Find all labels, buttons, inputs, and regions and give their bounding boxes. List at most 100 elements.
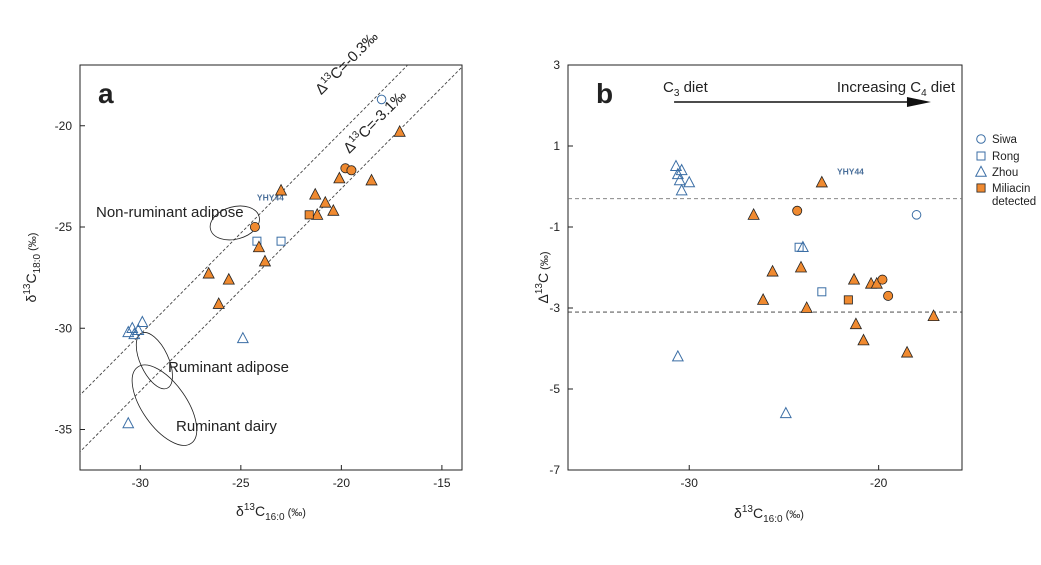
panel-b-c4-diet-label: Increasing C4 diet: [837, 79, 956, 99]
panel-a-region-ellipse: [131, 364, 198, 446]
panel-b-ytick-label: -3: [549, 301, 560, 315]
panel-a-frame: [79, 64, 463, 471]
panel-a-data-point: [376, 94, 387, 105]
panel-a-data-point: [258, 254, 272, 267]
panel-b-data-point: [847, 272, 861, 285]
panel-a-region-label: Ruminant adipose: [168, 359, 289, 376]
panel-b-ytick-label: 3: [553, 58, 560, 72]
panel-b-x-axis-label: δ13C16:0 (‰): [734, 504, 804, 525]
panel-b-xtick-label: -20: [870, 476, 888, 490]
panel-b-data-point: [794, 260, 808, 273]
panel-a-data-point: [252, 240, 266, 253]
panel-b-ytick-label: 1: [553, 139, 560, 153]
panel-a-region-ellipse: [209, 205, 260, 241]
panel-a-data-point: [276, 236, 286, 246]
panel-b-ytick-label: -1: [549, 220, 560, 234]
panel-a-data-point: [222, 272, 235, 285]
panel-b-diet-arrow-head: [906, 97, 931, 107]
panel-a-data-point: [212, 297, 225, 309]
panel-b-c3-diet-label: C3 diet: [663, 79, 709, 99]
panel-a-data-point: [122, 416, 135, 429]
panel-a-data-point: [346, 165, 357, 176]
panel-a-reference-line-label: Δ13C=-0.3‰: [311, 28, 381, 99]
panel-a-ytick-label: -20: [55, 119, 73, 133]
panel-b-data-point: [792, 205, 803, 216]
panel-a: -30 -25 -20 -15 -20 -25 -30 -35 δ13C16:0 (‰) δ13C…: [22, 28, 463, 523]
panel-b-data-point: [675, 163, 688, 176]
panel-b-data-point: [779, 406, 792, 419]
panel-a-data-point: [304, 210, 314, 220]
panel-b: -30 -20 3 1 -1 -3 -5 -7 δ13C16:0 (‰) Δ13C (‰) b C3 …: [534, 58, 1036, 525]
panel-a-region-label: Non-ruminant adipose: [96, 204, 244, 221]
panel-a-x-axis-label: δ13C16:0 (‰): [236, 502, 306, 523]
legend-label: Zhou: [992, 167, 1018, 179]
panel-b-data-point: [747, 207, 760, 220]
panel-b-data-point: [796, 240, 809, 253]
panel-b-data-point: [683, 175, 696, 188]
legend-label: Siwa: [992, 134, 1018, 146]
panel-b-xtick-label: -30: [681, 476, 699, 490]
panel-b-annotation: YHY44: [837, 166, 864, 176]
panel-a-xtick-label: -15: [433, 476, 451, 490]
panel-a-xtick-label: -30: [132, 476, 150, 490]
legend-marker-triangle: [974, 165, 988, 177]
legend-label: Rong: [992, 151, 1020, 163]
panel-a-data-point: [393, 124, 406, 137]
legend-marker-square: [976, 183, 986, 193]
panel-a-data-point: [274, 183, 288, 196]
panel-a-xtick-label: -20: [333, 476, 351, 490]
panel-b-data-point: [900, 345, 914, 358]
legend-label: Miliacin detected: [992, 183, 1036, 208]
panel-b-data-point: [800, 301, 813, 313]
panel-b-y-axis-label: Δ13C (‰): [534, 252, 551, 304]
legend-marker-square: [976, 151, 986, 161]
panel-b-data-point: [817, 287, 827, 297]
panel-a-reference-line: [80, 66, 462, 453]
panel-a-data-point: [122, 325, 135, 338]
panel-b-data-point: [815, 175, 828, 188]
panel-a-ytick-label: -25: [55, 220, 73, 234]
panel-a-xtick-label: -25: [232, 476, 250, 490]
panel-a-data-point: [249, 221, 260, 232]
panel-b-data-point: [877, 274, 888, 285]
panel-b-ytick-label: -5: [549, 382, 560, 396]
legend-marker-circle: [976, 134, 986, 144]
legend: Siwa Rong Zhou Miliacin detected: [974, 134, 1036, 208]
panel-b-data-point: [673, 173, 686, 186]
panel-b-data-point: [843, 295, 853, 305]
panel-b-ytick-label: -7: [549, 463, 560, 477]
panel-b-letter: b: [596, 78, 613, 109]
panel-b-data-point: [675, 183, 688, 196]
panel-a-data-point: [236, 331, 249, 344]
panel-a-data-point: [136, 315, 149, 327]
panel-a-annotation: YHY44: [257, 193, 284, 203]
panel-a-y-axis-label: δ13C18:0 (‰): [22, 233, 43, 303]
panel-a-plot-area: [80, 65, 462, 453]
panel-a-data-point: [365, 173, 378, 186]
panel-a-data-point: [309, 187, 322, 200]
panel-b-data-point: [883, 290, 894, 301]
panel-b-data-point: [849, 317, 863, 330]
panel-b-data-point: [669, 159, 683, 172]
panel-a-data-point: [311, 207, 324, 220]
panel-a-region-label: Ruminant dairy: [176, 418, 277, 435]
panel-a-data-point: [128, 327, 141, 340]
panel-a-reference-line-label: Δ13C=-3.1‰: [339, 86, 409, 157]
panel-a-data-point: [327, 203, 340, 216]
panel-a-data-point: [202, 266, 215, 279]
panel-a-ytick-label: -30: [55, 321, 73, 335]
panel-a-data-point: [333, 171, 346, 184]
panel-a-data-point: [132, 323, 145, 336]
panel-a-letter: a: [98, 78, 114, 109]
panel-b-data-point: [766, 264, 779, 277]
panel-a-data-point: [319, 195, 332, 208]
panel-b-frame: [567, 64, 963, 471]
panel-a-region-ellipse: [135, 332, 173, 390]
panel-b-data-point: [857, 333, 870, 346]
panel-b-data-point: [671, 349, 684, 362]
panel-b-data-point: [911, 210, 922, 220]
panel-b-data-point: [927, 309, 940, 322]
panel-b-data-point: [756, 293, 770, 305]
panel-a-ytick-label: -35: [55, 423, 73, 437]
